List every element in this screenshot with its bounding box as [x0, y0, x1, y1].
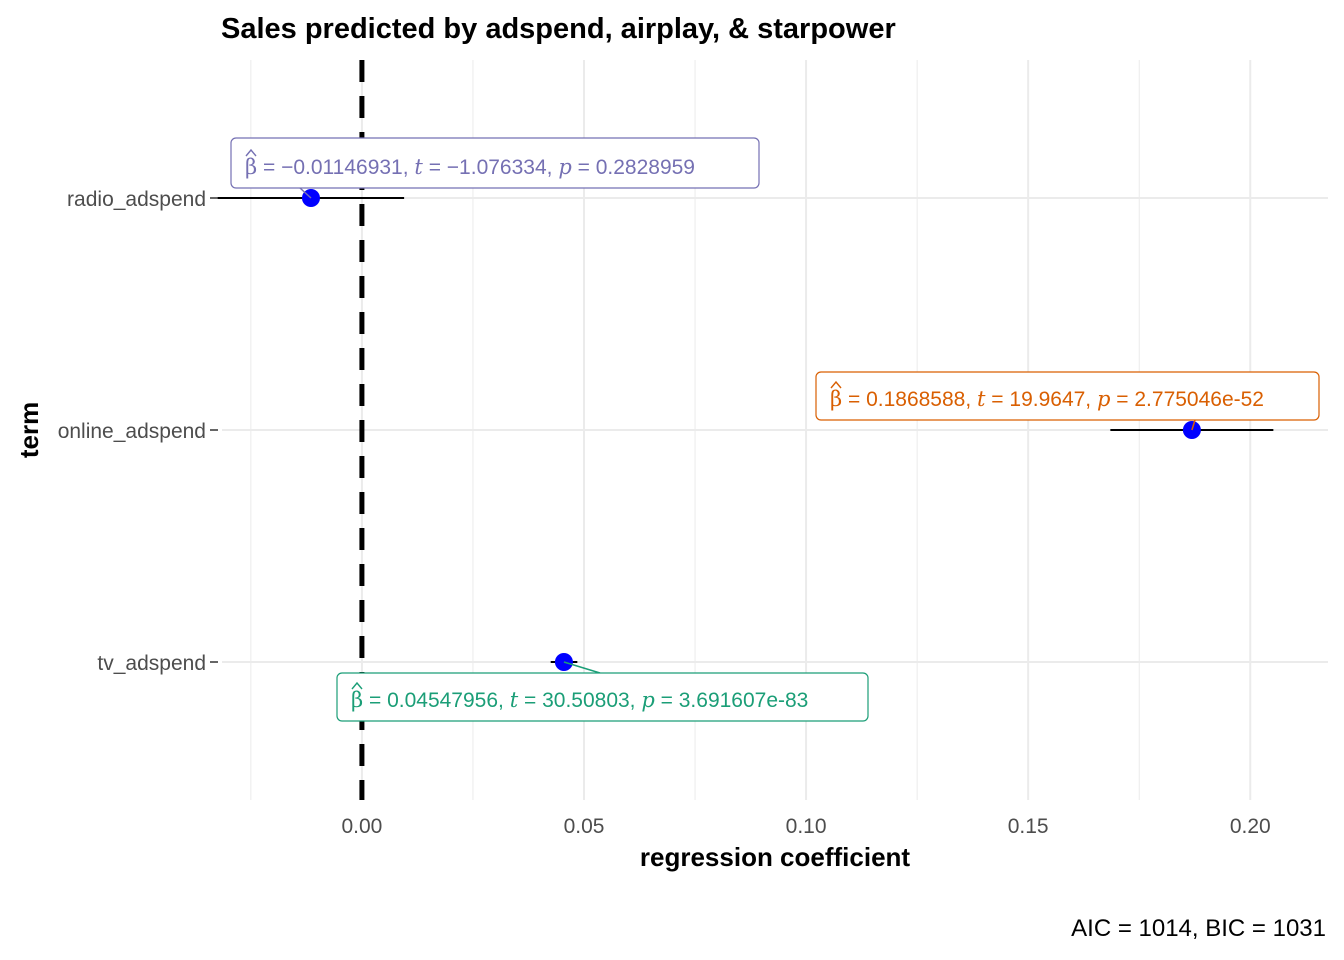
x-tick-label: 0.15: [1008, 815, 1049, 838]
coefficient-label-text: β = −0.01146931, t = −1.076334, p = 0.28…: [245, 155, 695, 179]
y-axis-title: term: [14, 402, 44, 458]
y-tick-label: online_adspend: [58, 420, 206, 443]
coefficient-label-text: β = 0.1868588, t = 19.9647, p = 2.775046…: [830, 387, 1264, 411]
x-tick-label: 0.00: [341, 815, 382, 838]
x-tick-label: 0.20: [1230, 815, 1271, 838]
axes: 0.00 0.05 0.10 0.15 0.20 radio_adspend online_…: [58, 188, 1271, 838]
x-tick-label: 0.10: [786, 815, 827, 838]
label-leader: [299, 187, 312, 199]
coefficient-label-box: [336, 672, 869, 722]
label-leader: [1191, 419, 1196, 431]
coefficient-label-text: β = 0.04547956, t = 30.50803, p = 3.6916…: [351, 688, 808, 712]
label-leader: [563, 661, 601, 674]
beta-hat-mark: [351, 681, 363, 690]
coefficient-label-box: [815, 371, 1320, 421]
coefficient-labels: β = −0.01146931, t = −1.076334, p = 0.28…: [230, 137, 1320, 722]
coefficient-label-box: [230, 137, 760, 189]
caption-aic-bic: AIC = 1014, BIC = 1031: [1071, 915, 1326, 942]
beta-hat-mark: [830, 380, 842, 389]
beta-hat-mark: [245, 148, 257, 157]
y-tick-label: tv_adspend: [97, 652, 206, 675]
x-axis-title: regression coefficient: [640, 842, 911, 872]
chart-title: Sales predicted by adspend, airplay, & s…: [221, 13, 896, 45]
y-tick-label: radio_adspend: [67, 188, 206, 211]
x-tick-label: 0.05: [564, 815, 605, 838]
